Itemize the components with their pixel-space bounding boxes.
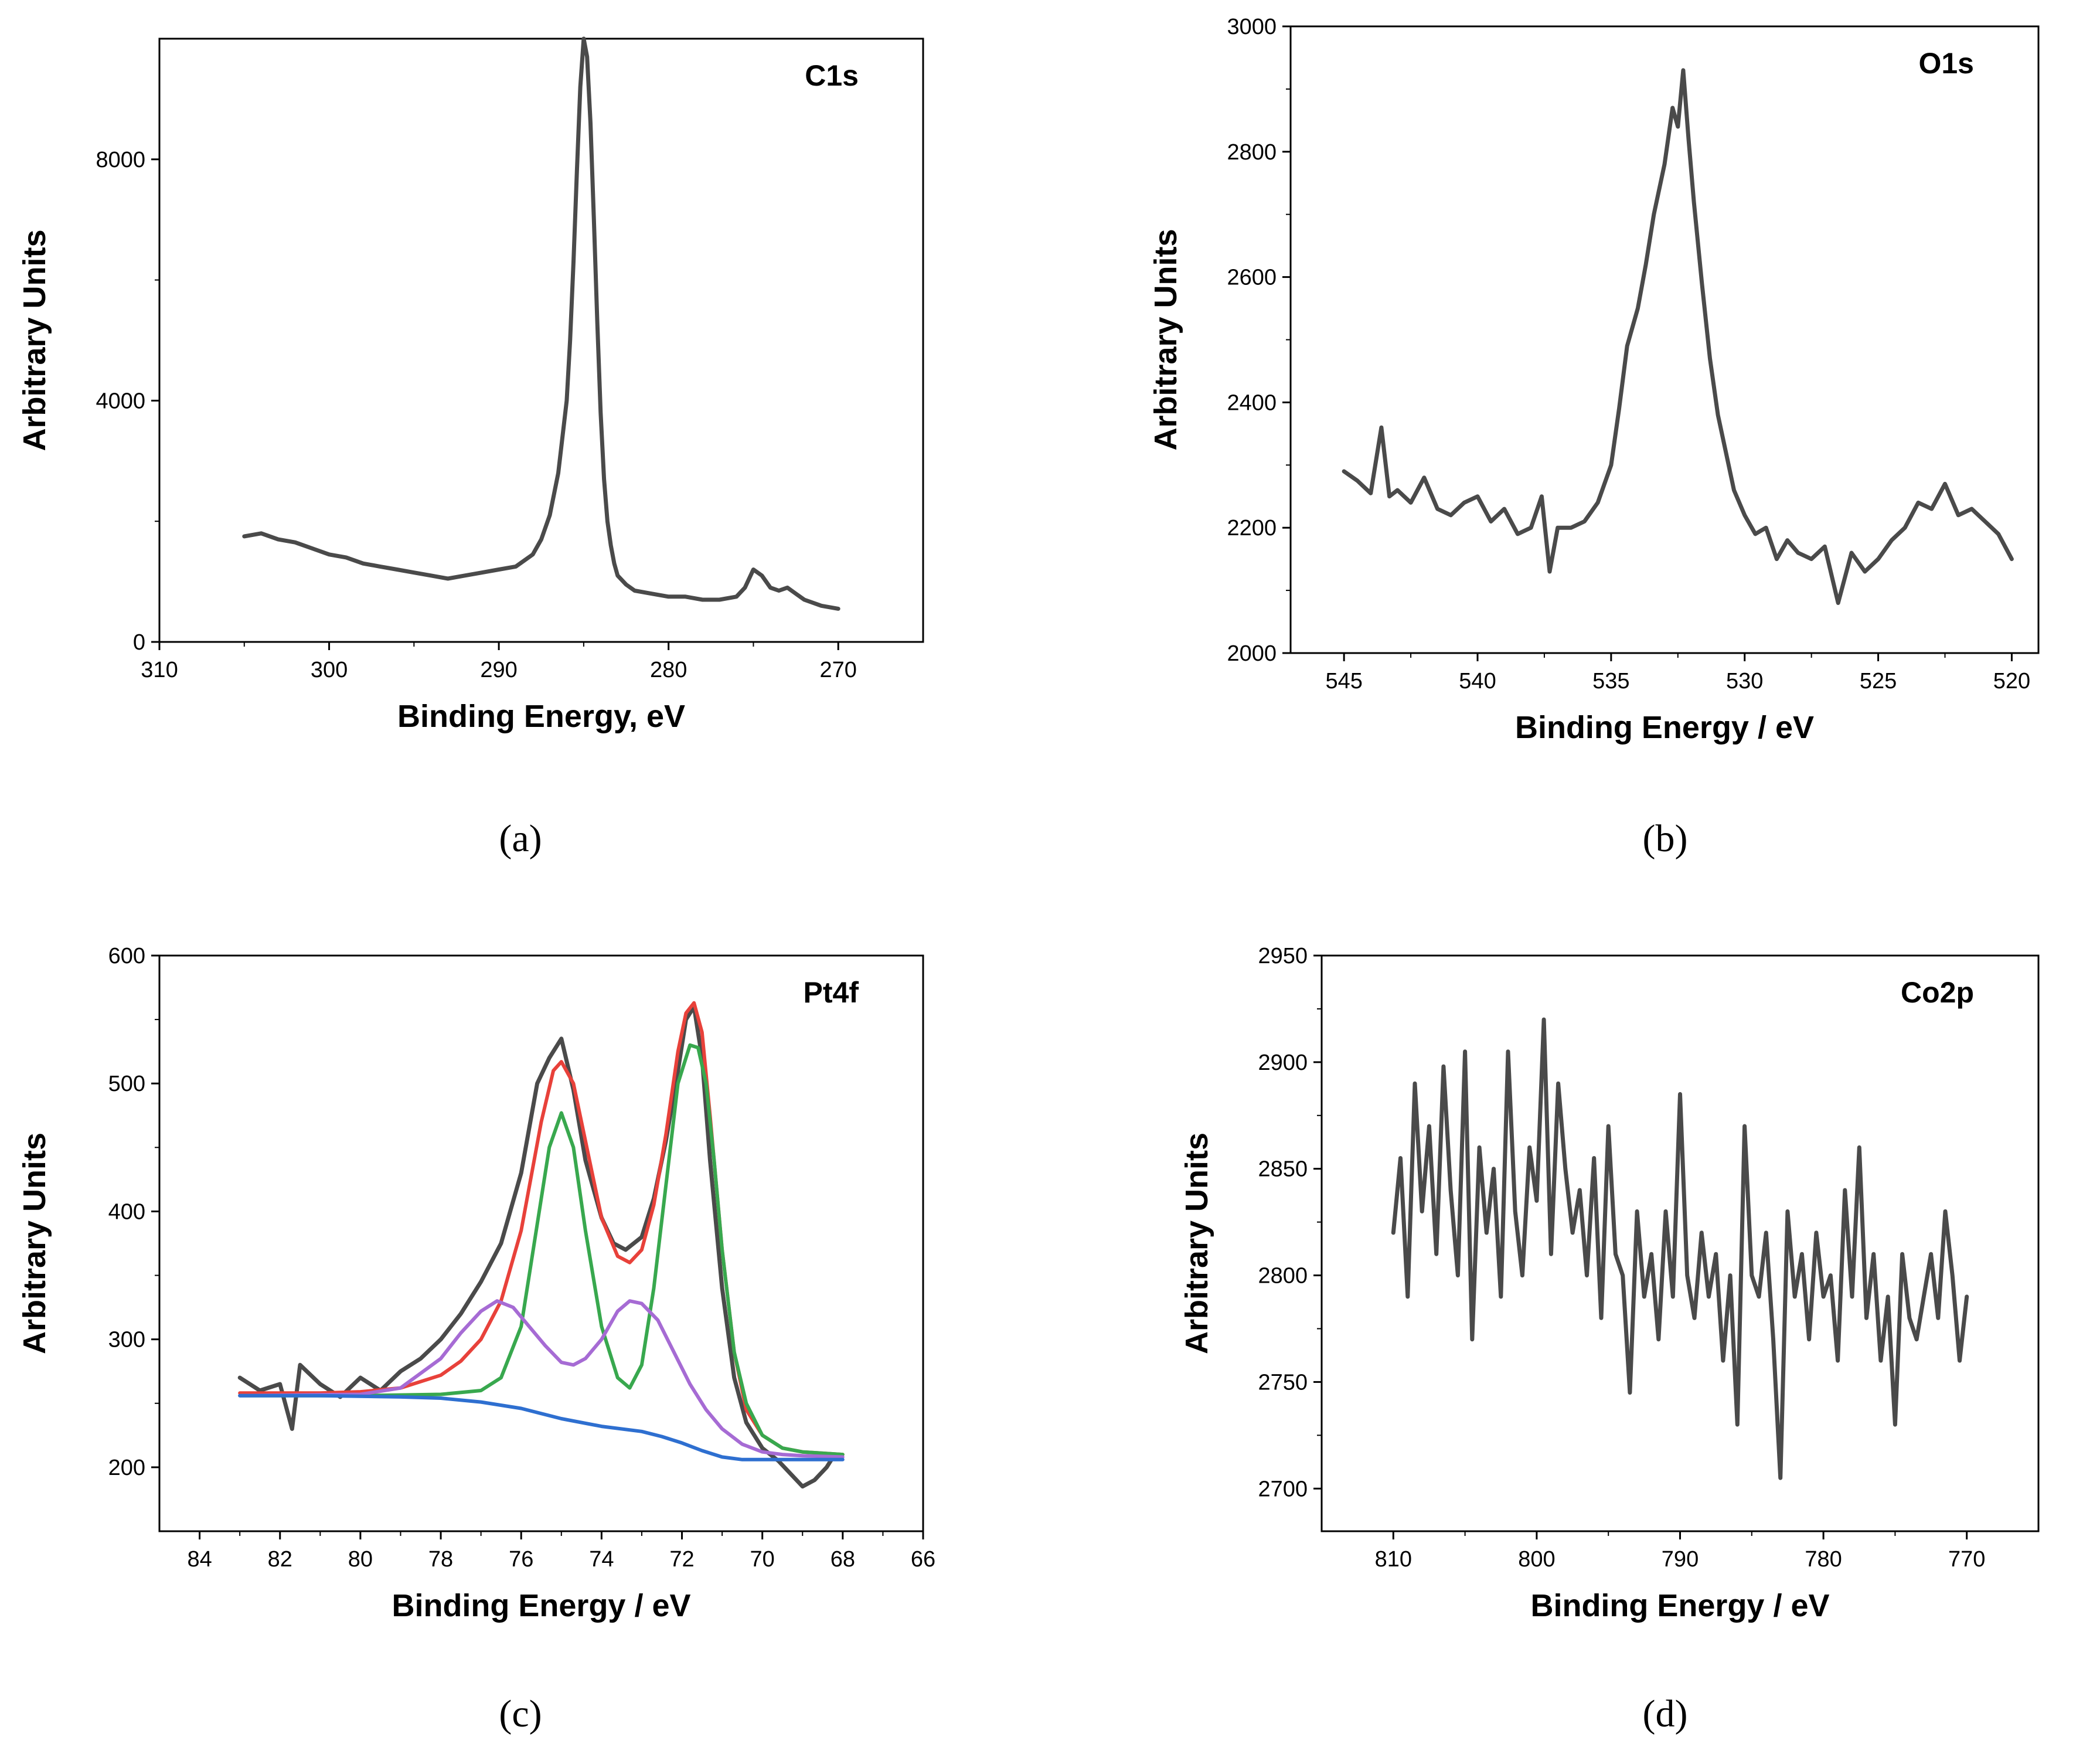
panel-d-y-tick-label: 2750 xyxy=(1258,1370,1308,1395)
panel-c-caption: (c) xyxy=(499,1692,542,1735)
panel-d-x-tick-label: 780 xyxy=(1805,1547,1842,1572)
panel-c-series-pt-oxide-component xyxy=(238,1299,845,1459)
panel-b-x-tick-label: 540 xyxy=(1459,669,1496,694)
panel-a-plot-frame xyxy=(158,38,924,643)
panel-a-x-tick-label: 290 xyxy=(480,658,517,682)
panel-c-series-raw-data xyxy=(237,1004,837,1489)
panel-c-plot-frame xyxy=(158,954,924,1532)
panel-b-y-tick-label: 2800 xyxy=(1227,140,1277,165)
panel-c-x-tick-label: 80 xyxy=(348,1547,373,1572)
panel-c-x-tick-label: 82 xyxy=(268,1547,292,1572)
panel-b-y-tick-label: 2400 xyxy=(1227,390,1277,415)
panel-b-x-tick-label: 545 xyxy=(1325,669,1362,694)
panel-c-x-tick-label: 84 xyxy=(187,1547,212,1572)
panel-c-y-tick-label: 600 xyxy=(108,944,145,968)
panel-c-x-tick-label: 74 xyxy=(589,1547,614,1572)
panel-c-y-tick-label: 200 xyxy=(108,1456,145,1480)
panel-b-y-axis-label: Arbitrary Units xyxy=(1148,229,1183,450)
panel-d-y-tick-label: 2900 xyxy=(1258,1051,1308,1075)
panel-c-x-tick-label: 78 xyxy=(428,1547,453,1572)
panel-a-x-tick-label: 280 xyxy=(650,658,687,682)
panel-a-title: C1s xyxy=(805,59,859,92)
panel-b-y-tick-label: 3000 xyxy=(1227,15,1277,39)
panel-a-x-tick-label: 270 xyxy=(820,658,857,682)
panel-c-x-axis-label: Binding Energy / eV xyxy=(392,1588,690,1623)
panel-d-y-tick-label: 2950 xyxy=(1258,944,1308,968)
panel-b-x-tick-label: 530 xyxy=(1726,669,1763,694)
panel-c-x-tick-label: 66 xyxy=(911,1547,935,1572)
panel-d-y-axis-label: Arbitrary Units xyxy=(1179,1133,1214,1354)
panel-c-x-tick-label: 70 xyxy=(750,1547,775,1572)
panel-d-caption: (d) xyxy=(1643,1692,1688,1735)
panel-d-series-co2p-spectrum xyxy=(1391,1017,1969,1480)
panel-c-y-axis-label: Arbitrary Units xyxy=(17,1133,52,1354)
panel-c-x-tick-label: 76 xyxy=(509,1547,533,1572)
panel-d-x-axis-label: Binding Energy / eV xyxy=(1530,1588,1829,1623)
panel-b-x-axis-label: Binding Energy / eV xyxy=(1515,710,1814,745)
panel-a-x-tick-label: 300 xyxy=(311,658,348,682)
panel-d-x-tick-label: 810 xyxy=(1375,1547,1412,1572)
panel-c-title: Pt4f xyxy=(804,976,859,1009)
panel-c-series-background xyxy=(238,1393,845,1461)
panel-b-x-tick-label: 520 xyxy=(1993,669,2030,694)
panel-d-x-tick-label: 790 xyxy=(1662,1547,1699,1572)
panel-a-y-tick-label: 8000 xyxy=(96,148,145,172)
panel-a-y-axis-label: Arbitrary Units xyxy=(17,229,52,451)
panel-c-y-tick-label: 500 xyxy=(108,1072,145,1096)
panel-a-series-c1s-spectrum xyxy=(242,36,840,611)
panel-d-y-tick-label: 2800 xyxy=(1258,1264,1308,1289)
panel-c-y-tick-label: 300 xyxy=(108,1328,145,1352)
panel-b-caption: (b) xyxy=(1643,817,1688,860)
panel-b-y-tick-label: 2200 xyxy=(1227,516,1277,541)
panel-c-series-pt-metal-component xyxy=(238,1043,845,1457)
panel-d-y-tick-label: 2850 xyxy=(1258,1157,1308,1182)
panel-d-plot-frame xyxy=(1320,954,2040,1532)
panel-a-x-axis-label: Binding Energy, eV xyxy=(397,699,685,734)
panel-c-x-tick-label: 68 xyxy=(831,1547,855,1572)
panel-d-x-tick-label: 800 xyxy=(1518,1547,1555,1572)
panel-c-x-tick-label: 72 xyxy=(669,1547,694,1572)
panel-b-y-tick-label: 2000 xyxy=(1227,641,1277,666)
panel-b-title: O1s xyxy=(1918,47,1974,80)
panel-b-x-tick-label: 535 xyxy=(1592,669,1629,694)
panel-a-x-tick-label: 310 xyxy=(141,658,178,682)
panel-a-y-tick-label: 4000 xyxy=(96,389,145,413)
panel-b-y-tick-label: 2600 xyxy=(1227,266,1277,290)
panel-a-caption: (a) xyxy=(499,817,542,860)
panel-d-y-tick-label: 2700 xyxy=(1258,1477,1308,1501)
panel-c-y-tick-label: 400 xyxy=(108,1199,145,1224)
panel-a-y-tick-label: 0 xyxy=(133,630,145,655)
panel-b-series-o1s-spectrum xyxy=(1342,68,2014,605)
panel-b-x-tick-label: 525 xyxy=(1860,669,1897,694)
panel-b-plot-frame xyxy=(1289,25,2040,654)
panel-d-x-tick-label: 770 xyxy=(1948,1547,1985,1572)
panel-d-title: Co2p xyxy=(1901,976,1974,1009)
